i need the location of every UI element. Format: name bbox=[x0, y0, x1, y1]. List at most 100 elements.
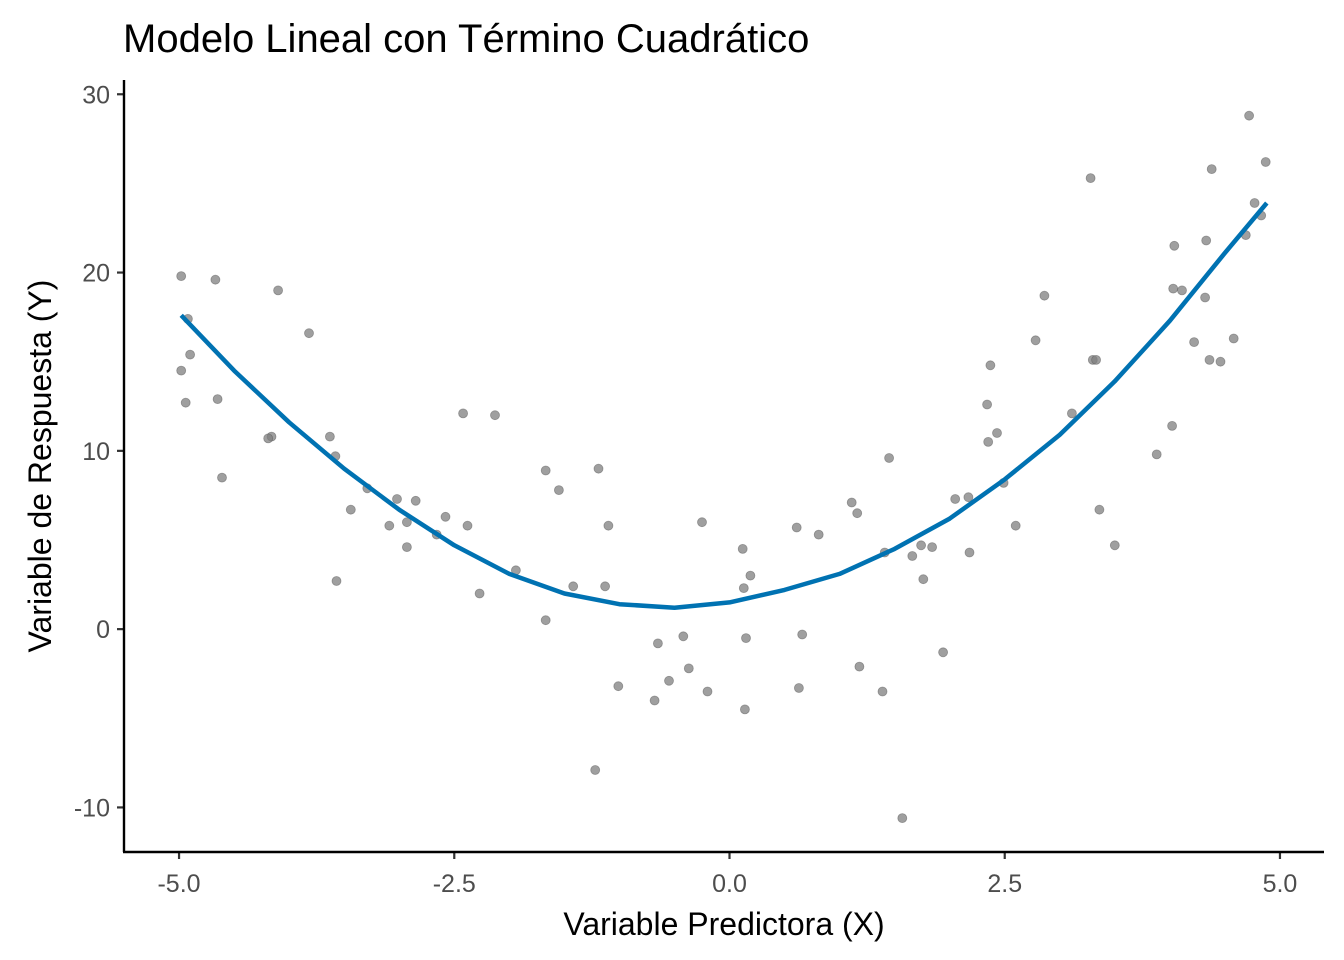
y-tick-label: 10 bbox=[82, 438, 110, 466]
data-point bbox=[1167, 420, 1177, 431]
y-axis: -10 0 10 20 30 bbox=[74, 81, 124, 822]
data-point bbox=[474, 588, 485, 599]
data-point bbox=[603, 520, 614, 531]
data-point bbox=[568, 581, 579, 592]
data-point bbox=[1177, 285, 1187, 296]
data-point bbox=[737, 544, 748, 554]
data-point bbox=[540, 465, 551, 476]
data-point bbox=[490, 410, 500, 421]
y-tick-label: -10 bbox=[74, 794, 110, 822]
data-point bbox=[1201, 235, 1212, 246]
data-point bbox=[1039, 290, 1050, 301]
data-point bbox=[273, 285, 284, 296]
data-point bbox=[907, 551, 918, 561]
data-point bbox=[1249, 198, 1260, 208]
data-point bbox=[600, 581, 610, 592]
data-point bbox=[983, 436, 994, 447]
y-tick-label: 0 bbox=[96, 616, 110, 644]
fit-line bbox=[179, 201, 1269, 610]
data-point bbox=[697, 517, 707, 528]
data-point bbox=[938, 647, 948, 658]
data-point bbox=[916, 540, 926, 551]
data-point bbox=[927, 542, 937, 552]
data-point bbox=[410, 495, 421, 506]
data-point bbox=[1085, 173, 1096, 184]
y-axis-title: Variable de Respuesta (Y) bbox=[22, 280, 58, 653]
data-point bbox=[649, 695, 660, 706]
x-axis: -5.0 -2.5 0.0 2.5 5.0 bbox=[157, 852, 1297, 898]
data-point bbox=[1204, 354, 1215, 365]
y-tick-label: 20 bbox=[82, 260, 110, 288]
data-point bbox=[852, 508, 863, 519]
data-point bbox=[664, 675, 674, 686]
data-point bbox=[324, 431, 335, 442]
data-point bbox=[745, 570, 756, 581]
data-point bbox=[1030, 335, 1041, 346]
data-point bbox=[854, 661, 865, 672]
data-point bbox=[345, 504, 356, 515]
data-point bbox=[180, 397, 191, 408]
data-point bbox=[1228, 333, 1239, 344]
data-point bbox=[590, 765, 601, 775]
data-point bbox=[846, 497, 857, 508]
data-point bbox=[1091, 354, 1101, 365]
data-point bbox=[963, 492, 974, 503]
data-point bbox=[1189, 337, 1199, 348]
data-point bbox=[794, 683, 804, 693]
data-point bbox=[462, 520, 473, 531]
x-tick-label: -2.5 bbox=[433, 870, 476, 898]
data-point bbox=[1151, 449, 1162, 460]
data-point bbox=[212, 394, 223, 405]
data-point bbox=[401, 542, 412, 552]
chart-title: Modelo Lineal con Término Cuadrático bbox=[123, 17, 809, 61]
data-point bbox=[1244, 110, 1254, 121]
data-point bbox=[1260, 157, 1271, 167]
data-point bbox=[1215, 356, 1226, 367]
data-point bbox=[877, 686, 888, 697]
data-point bbox=[440, 511, 451, 522]
data-point bbox=[964, 547, 975, 558]
data-point bbox=[1169, 240, 1180, 251]
data-point bbox=[304, 328, 314, 339]
data-point bbox=[738, 583, 749, 593]
data-point bbox=[401, 517, 412, 528]
data-point bbox=[985, 360, 996, 371]
data-point bbox=[813, 529, 824, 540]
data-point bbox=[702, 686, 713, 697]
data-point bbox=[1094, 504, 1105, 515]
data-point bbox=[176, 365, 187, 376]
data-point bbox=[653, 638, 663, 649]
data-point bbox=[791, 522, 802, 533]
y-tick-label: 30 bbox=[82, 81, 110, 109]
x-tick-label: -5.0 bbox=[157, 870, 200, 898]
x-tick-label: 0.0 bbox=[712, 870, 747, 898]
data-point bbox=[613, 681, 624, 692]
data-point bbox=[540, 615, 551, 626]
data-point bbox=[950, 494, 961, 504]
data-point bbox=[217, 472, 227, 483]
data-point bbox=[741, 633, 751, 643]
data-point bbox=[797, 629, 808, 640]
data-point bbox=[1168, 283, 1179, 294]
data-point bbox=[1200, 292, 1210, 303]
data-point bbox=[458, 408, 469, 419]
data-point bbox=[918, 574, 929, 585]
x-tick-label: 2.5 bbox=[987, 870, 1022, 898]
data-point bbox=[263, 433, 274, 444]
data-point bbox=[185, 349, 196, 360]
data-point bbox=[740, 704, 750, 715]
data-point bbox=[210, 274, 221, 285]
data-point bbox=[1109, 540, 1120, 551]
data-point bbox=[1206, 164, 1217, 175]
data-point bbox=[884, 453, 894, 463]
data-point bbox=[678, 631, 689, 642]
data-point bbox=[1067, 408, 1077, 419]
data-point bbox=[392, 494, 402, 504]
data-point bbox=[992, 428, 1002, 438]
data-point bbox=[683, 663, 694, 674]
scatter-points bbox=[176, 110, 1271, 823]
x-tick-label: 5.0 bbox=[1263, 870, 1298, 898]
data-point bbox=[593, 463, 604, 474]
data-point bbox=[384, 520, 395, 531]
